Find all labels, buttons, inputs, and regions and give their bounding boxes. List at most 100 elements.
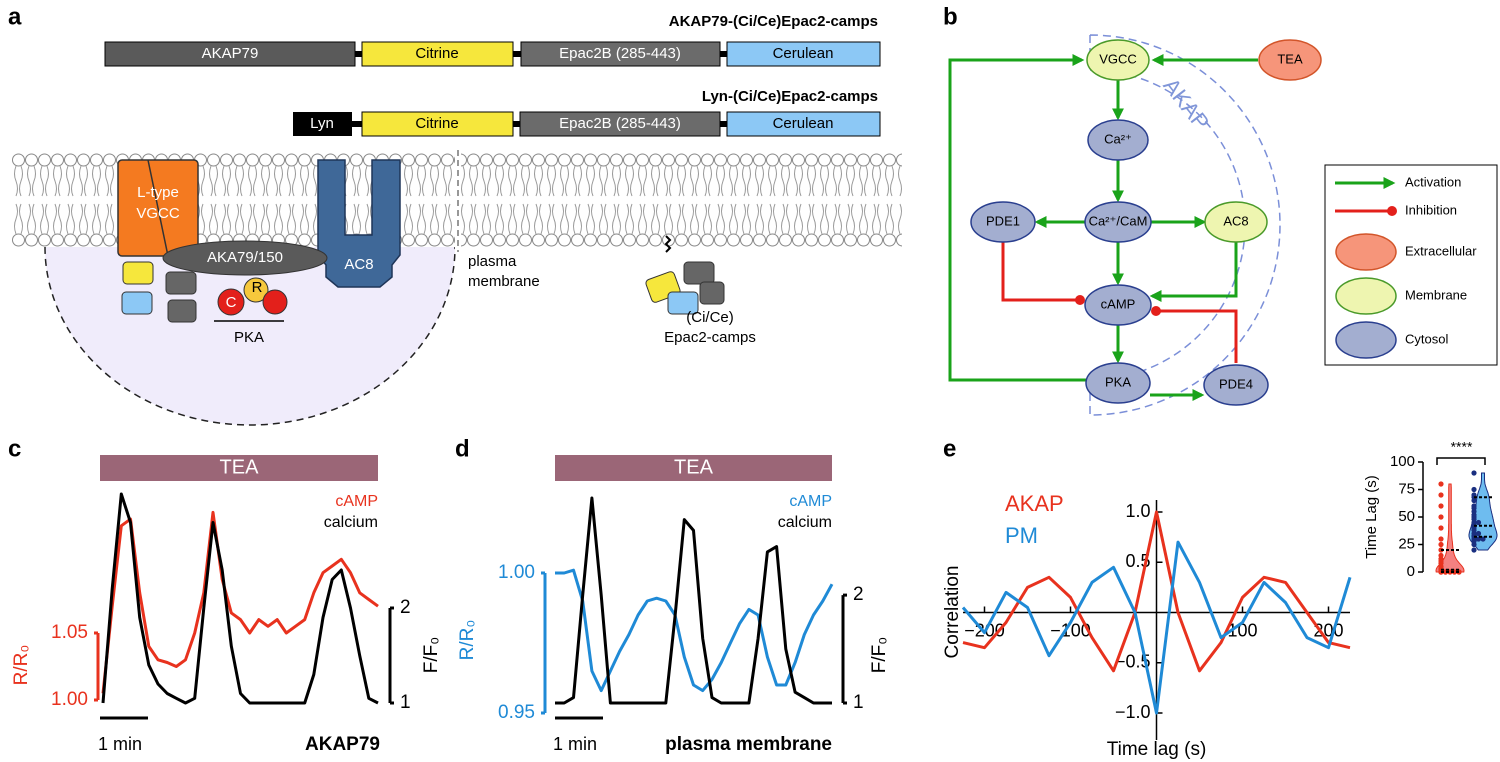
node-label: VGCC <box>1099 51 1137 66</box>
sensor-right <box>645 235 725 315</box>
significance-bracket <box>1436 457 1486 465</box>
panel-label: c <box>8 435 21 462</box>
tick-label: 2 <box>400 597 411 618</box>
tick-label: 1.00 <box>498 562 535 583</box>
node-label: PDE1 <box>986 213 1020 228</box>
stimulus-label: TEA <box>674 456 714 478</box>
node-label: Ca²⁺ <box>1104 131 1132 146</box>
panel-b: b AKAP VGCC TEA Ca²⁺ Ca²⁺/CaM PDE1 AC8 c… <box>943 3 1498 416</box>
stimulus-bar <box>555 455 832 481</box>
domain-label: Citrine <box>415 45 458 62</box>
panel-label: b <box>943 3 958 30</box>
construct-name: AKAP79-(Ci/Ce)Epac2-camps <box>669 13 878 30</box>
legend-label: calcium <box>324 514 378 531</box>
domain-label: AKAP79 <box>202 45 259 62</box>
legend-label: Cytosol <box>1405 331 1448 346</box>
node-label: Ca²⁺/CaM <box>1089 213 1148 228</box>
sensor-label: Epac2-camps <box>664 329 756 346</box>
tick-label: 1 <box>400 692 411 713</box>
scale-bar-label: 1 min <box>98 734 142 754</box>
node-label: PKA <box>1105 374 1131 389</box>
violin <box>1435 483 1465 573</box>
domain-label: Citrine <box>415 115 458 132</box>
data-point <box>1471 470 1477 476</box>
panel-label: e <box>943 435 956 462</box>
y-axis-title: Time Lag (s) <box>1363 475 1380 559</box>
trace <box>555 568 834 693</box>
domain-label: Cerulean <box>773 115 834 132</box>
ac8-label: AC8 <box>344 256 373 273</box>
microdomain-outline <box>44 246 456 426</box>
domain <box>726 41 881 67</box>
y-tick-label: 25 <box>1398 535 1415 552</box>
sensor-label: (Ci/Ce) <box>686 309 734 326</box>
significance-label: **** <box>1451 439 1473 455</box>
vgcc-label: L-type <box>137 184 179 201</box>
pka-label: PKA <box>234 329 264 346</box>
y-tick-label: 75 <box>1398 480 1415 497</box>
nodes: VGCC TEA Ca²⁺ Ca²⁺/CaM PDE1 AC8 cAMP PKA… <box>970 39 1322 406</box>
node-label: PDE4 <box>1219 376 1253 391</box>
data-point <box>1438 541 1444 548</box>
data-point <box>1438 481 1444 487</box>
stimulus-label: TEA <box>220 456 260 478</box>
axis-title: F/F₀ <box>869 637 890 673</box>
akap <box>162 240 328 276</box>
data-point <box>1438 536 1444 542</box>
vgcc-label: VGCC <box>136 205 180 222</box>
caption: plasma membrane <box>665 734 832 755</box>
arrows <box>948 54 1258 401</box>
y-tick-label: 1.0 <box>1125 501 1150 521</box>
panel-a: a AKAP79-(Ci/Ce)Epac2-camps AKAP79 Citri… <box>8 3 902 426</box>
y-tick-label: −0.5 <box>1115 652 1151 672</box>
ac8: AC8 <box>317 159 401 288</box>
pka-subunit: R <box>252 279 263 296</box>
sensor-left <box>121 261 197 323</box>
trace <box>101 510 379 694</box>
x-tick-label: −100 <box>1050 620 1091 640</box>
y-tick-label: −1.0 <box>1115 702 1151 722</box>
legend-label: Extracellular <box>1405 243 1477 258</box>
legend-label: cAMP <box>335 493 378 510</box>
pka-subunit: C <box>226 294 237 311</box>
legend-label: AKAP <box>1005 491 1064 516</box>
data-point <box>1471 547 1477 553</box>
x-tick-label: 100 <box>1227 620 1257 640</box>
legend-label: Inhibition <box>1405 202 1457 217</box>
node-label: TEA <box>1277 51 1303 66</box>
tick-label: 1.05 <box>51 622 88 643</box>
akap-label: AKA79/150 <box>207 249 283 266</box>
tick-label: 1 <box>853 692 864 713</box>
data-point <box>1438 525 1444 531</box>
legend-label: Activation <box>1405 174 1461 189</box>
legend-label: calcium <box>778 514 832 531</box>
domain-label: Epac2B (285-443) <box>559 115 681 132</box>
membrane-label: plasma <box>468 253 517 270</box>
data-point <box>1438 514 1444 520</box>
stimulus-bar <box>100 455 378 481</box>
domain-label: Epac2B (285-443) <box>559 45 681 62</box>
akap-region-label: AKAP <box>1158 73 1214 135</box>
domain <box>519 111 721 137</box>
legend-label: cAMP <box>789 493 832 510</box>
legend-label: Membrane <box>1405 287 1467 302</box>
y-tick-label: 100 <box>1390 453 1415 470</box>
correlation-line <box>961 540 1352 715</box>
tick-label: 1.00 <box>51 689 88 710</box>
x-axis-title: Time lag (s) <box>1107 739 1207 760</box>
correlation-line <box>962 510 1351 673</box>
vgcc: L-type VGCC <box>117 159 199 257</box>
data-point <box>1438 503 1444 509</box>
data-point <box>1475 519 1482 526</box>
domain-label: Cerulean <box>773 45 834 62</box>
domain-label: Lyn <box>310 115 334 132</box>
y-tick-label: 0 <box>1407 563 1415 580</box>
trace <box>555 496 832 705</box>
data-point <box>1438 492 1444 498</box>
membrane-label: membrane <box>468 273 540 290</box>
node-label: AC8 <box>1223 213 1248 228</box>
legend-label: PM <box>1005 523 1038 548</box>
domain <box>361 111 514 137</box>
domain <box>361 41 514 67</box>
